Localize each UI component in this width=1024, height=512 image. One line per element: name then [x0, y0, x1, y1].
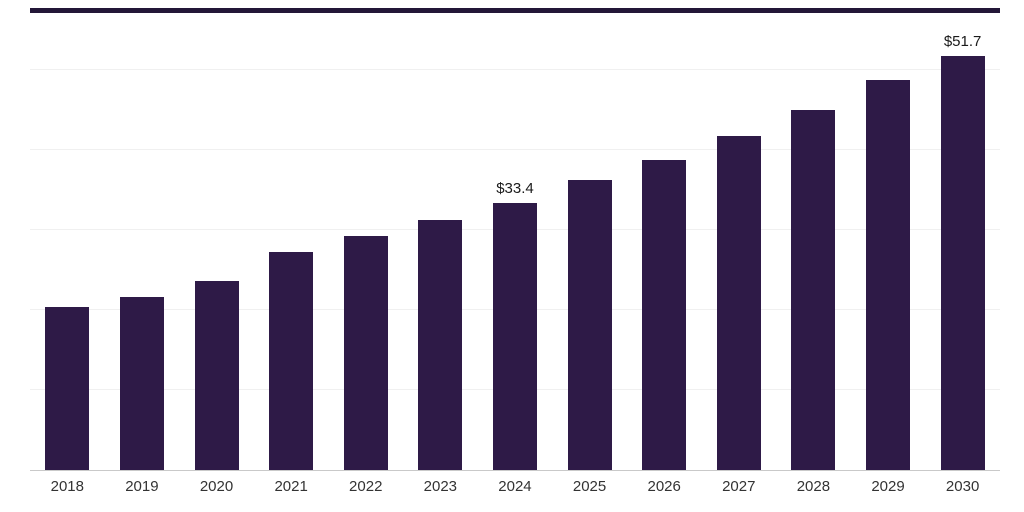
bar-column-2026	[627, 30, 702, 470]
bar-value-label: $51.7	[943, 33, 982, 51]
bar-column-2029	[851, 30, 926, 470]
bars-container: $33.4 $51.7	[30, 30, 1000, 470]
bar-column-2024: $33.4	[478, 30, 553, 470]
x-tick-2029: 2029	[871, 478, 905, 495]
bar-2020	[194, 281, 239, 470]
x-tick-2023: 2023	[423, 478, 458, 495]
top-rule	[30, 8, 1000, 13]
x-tick-2024: 2024	[498, 478, 532, 495]
bar-2018	[45, 306, 90, 470]
bar-column-2023	[403, 30, 478, 470]
bar-column-2022	[328, 30, 403, 470]
bar-2030	[940, 56, 985, 470]
bar-2024	[492, 202, 537, 470]
x-tick-2025: 2025	[572, 478, 607, 495]
gridline	[30, 149, 1000, 150]
bar-column-2030: $51.7	[925, 30, 1000, 470]
bar-column-2027	[701, 30, 776, 470]
x-tick-2020: 2020	[199, 478, 234, 495]
bar-column-2019	[105, 30, 180, 470]
bar-2025	[567, 180, 612, 470]
bar-column-2018	[30, 30, 105, 470]
x-tick-2028: 2028	[796, 478, 831, 495]
bar-2019	[119, 297, 164, 470]
bar-2026	[642, 159, 687, 470]
bar-column-2020	[179, 30, 254, 470]
x-tick-2019: 2019	[125, 478, 159, 495]
bar-2023	[418, 220, 463, 470]
x-tick-2021: 2021	[274, 478, 308, 495]
x-tick-2026: 2026	[647, 478, 681, 495]
x-tick-2018: 2018	[50, 478, 84, 495]
x-axis: 2018 2019 2020 2021 2022 2023 2024 2025 2026 2027…	[30, 478, 1000, 495]
bar-column-2021	[254, 30, 329, 470]
bar-value-label: $33.4	[496, 179, 534, 197]
gridline	[30, 69, 1000, 70]
bar-2027	[716, 135, 761, 470]
bar-column-2025	[552, 30, 627, 470]
plot-area: $33.4 $51.7	[30, 30, 1000, 471]
x-tick-2027: 2027	[722, 478, 756, 495]
bar-2022	[343, 235, 388, 470]
x-tick-2030: 2030	[945, 478, 980, 495]
bar-2029	[866, 79, 910, 470]
bar-column-2028	[776, 30, 851, 470]
bar-2021	[269, 252, 314, 470]
bar-2028	[791, 110, 836, 470]
x-tick-2022: 2022	[349, 478, 383, 495]
